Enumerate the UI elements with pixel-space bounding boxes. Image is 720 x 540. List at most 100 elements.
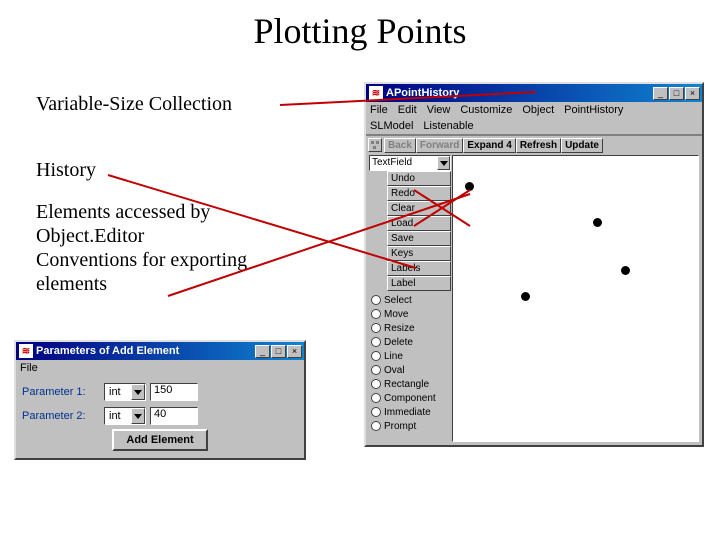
type-combo-value: TextField <box>370 156 437 170</box>
radio-icon <box>371 295 381 305</box>
list-item[interactable]: Load <box>387 216 451 231</box>
radio-icon <box>371 421 381 431</box>
radio-icon <box>371 365 381 375</box>
radio-icon <box>371 337 381 347</box>
menu-file[interactable]: File <box>20 362 38 374</box>
chevron-down-icon <box>131 408 145 424</box>
window-title: APointHistory <box>386 87 652 99</box>
menu-listenable[interactable]: Listenable <box>423 120 473 132</box>
list-item[interactable]: Keys <box>387 246 451 261</box>
bullet-history: History <box>36 158 96 182</box>
menu-customize[interactable]: Customize <box>460 104 512 116</box>
window-title: Parameters of Add Element <box>36 345 254 357</box>
menu-pointhistory[interactable]: PointHistory <box>564 104 623 116</box>
radio-label: Prompt <box>384 421 416 432</box>
menubar: File <box>16 360 304 376</box>
chevron-down-icon <box>131 384 145 400</box>
page-title: Plotting Points <box>0 10 720 52</box>
client-area: TextField Undo Redo Clear Load Save Keys… <box>366 155 702 445</box>
add-element-button[interactable]: Add Element <box>112 429 207 451</box>
maximize-button[interactable]: □ <box>669 87 684 100</box>
radio-move[interactable]: Move <box>371 307 451 321</box>
radio-component[interactable]: Component <box>371 391 451 405</box>
edit-list: Undo Redo Clear Load Save Keys Labels La… <box>369 171 451 291</box>
param1-type-combo[interactable]: int <box>104 383 146 401</box>
plotted-point[interactable] <box>465 182 474 191</box>
radio-label: Immediate <box>384 407 431 418</box>
point-canvas[interactable] <box>452 155 699 442</box>
menu-slmodel[interactable]: SLModel <box>370 120 413 132</box>
refresh-button[interactable]: Refresh <box>516 138 561 153</box>
radio-icon <box>371 309 381 319</box>
list-item[interactable]: Labels <box>387 261 451 276</box>
radio-label: Select <box>384 295 412 306</box>
plotted-point[interactable] <box>521 292 530 301</box>
param2-label: Parameter 2: <box>22 410 100 422</box>
radio-prompt[interactable]: Prompt <box>371 419 451 433</box>
radio-label: Rectangle <box>384 379 429 390</box>
param2-value-input[interactable]: 40 <box>150 407 198 425</box>
radio-immediate[interactable]: Immediate <box>371 405 451 419</box>
java-icon: ≋ <box>19 344 33 358</box>
menubar-row1: File Edit View Customize Object PointHis… <box>366 102 702 118</box>
radio-resize[interactable]: Resize <box>371 321 451 335</box>
menu-view[interactable]: View <box>427 104 451 116</box>
plotted-point[interactable] <box>621 266 630 275</box>
list-item[interactable]: Label <box>387 276 451 291</box>
update-button[interactable]: Update <box>561 138 603 153</box>
radio-icon <box>371 379 381 389</box>
minimize-button[interactable]: _ <box>255 345 270 358</box>
tree-icon <box>370 140 380 150</box>
menu-object[interactable]: Object <box>522 104 554 116</box>
expand-button[interactable]: Expand 4 <box>463 138 515 153</box>
param2-type-combo[interactable]: int <box>104 407 146 425</box>
close-button[interactable]: × <box>685 87 700 100</box>
radio-line[interactable]: Line <box>371 349 451 363</box>
radio-label: Line <box>384 351 403 362</box>
toolbar-icon[interactable] <box>368 138 382 152</box>
param1-label: Parameter 1: <box>22 386 100 398</box>
param1-row: Parameter 1: int 150 <box>16 380 304 404</box>
radio-delete[interactable]: Delete <box>371 335 451 349</box>
titlebar[interactable]: ≋ APointHistory _ □ × <box>366 84 702 102</box>
radio-select[interactable]: Select <box>371 293 451 307</box>
radio-label: Oval <box>384 365 405 376</box>
radio-label: Delete <box>384 337 413 348</box>
param1-type-value: int <box>105 386 131 398</box>
param1-value-input[interactable]: 150 <box>150 383 198 401</box>
radio-icon <box>371 323 381 333</box>
plotted-point[interactable] <box>593 218 602 227</box>
back-button[interactable]: Back <box>384 138 416 153</box>
menu-file[interactable]: File <box>370 104 388 116</box>
bullet-elements-accessed: Elements accessed by Object.Editor <box>36 200 296 248</box>
radio-icon <box>371 407 381 417</box>
list-item[interactable]: Undo <box>387 171 451 186</box>
radio-icon <box>371 351 381 361</box>
maximize-button[interactable]: □ <box>271 345 286 358</box>
minimize-button[interactable]: _ <box>653 87 668 100</box>
bullet-variable-size: Variable-Size Collection <box>36 92 232 116</box>
parameters-window: ≋ Parameters of Add Element _ □ × File P… <box>14 340 306 460</box>
chevron-down-icon <box>437 156 450 170</box>
close-button[interactable]: × <box>287 345 302 358</box>
param2-type-value: int <box>105 410 131 422</box>
apointhistory-window: ≋ APointHistory _ □ × File Edit View Cus… <box>364 82 704 447</box>
type-combo[interactable]: TextField <box>369 155 451 171</box>
forward-button[interactable]: Forward <box>416 138 463 153</box>
radio-label: Component <box>384 393 436 404</box>
java-icon: ≋ <box>369 86 383 100</box>
radio-oval[interactable]: Oval <box>371 363 451 377</box>
list-item[interactable]: Redo <box>387 186 451 201</box>
tool-radio-list: Select Move Resize Delete Line Oval Rect… <box>371 293 451 433</box>
side-panel: TextField Undo Redo Clear Load Save Keys… <box>369 155 451 433</box>
radio-label: Move <box>384 309 408 320</box>
radio-rectangle[interactable]: Rectangle <box>371 377 451 391</box>
list-item[interactable]: Clear <box>387 201 451 216</box>
menubar-row2: SLModel Listenable <box>366 118 702 135</box>
list-item[interactable]: Save <box>387 231 451 246</box>
titlebar[interactable]: ≋ Parameters of Add Element _ □ × <box>16 342 304 360</box>
bullet-conventions: Conventions for exporting elements <box>36 248 296 296</box>
radio-label: Resize <box>384 323 415 334</box>
param2-row: Parameter 2: int 40 <box>16 404 304 428</box>
menu-edit[interactable]: Edit <box>398 104 417 116</box>
